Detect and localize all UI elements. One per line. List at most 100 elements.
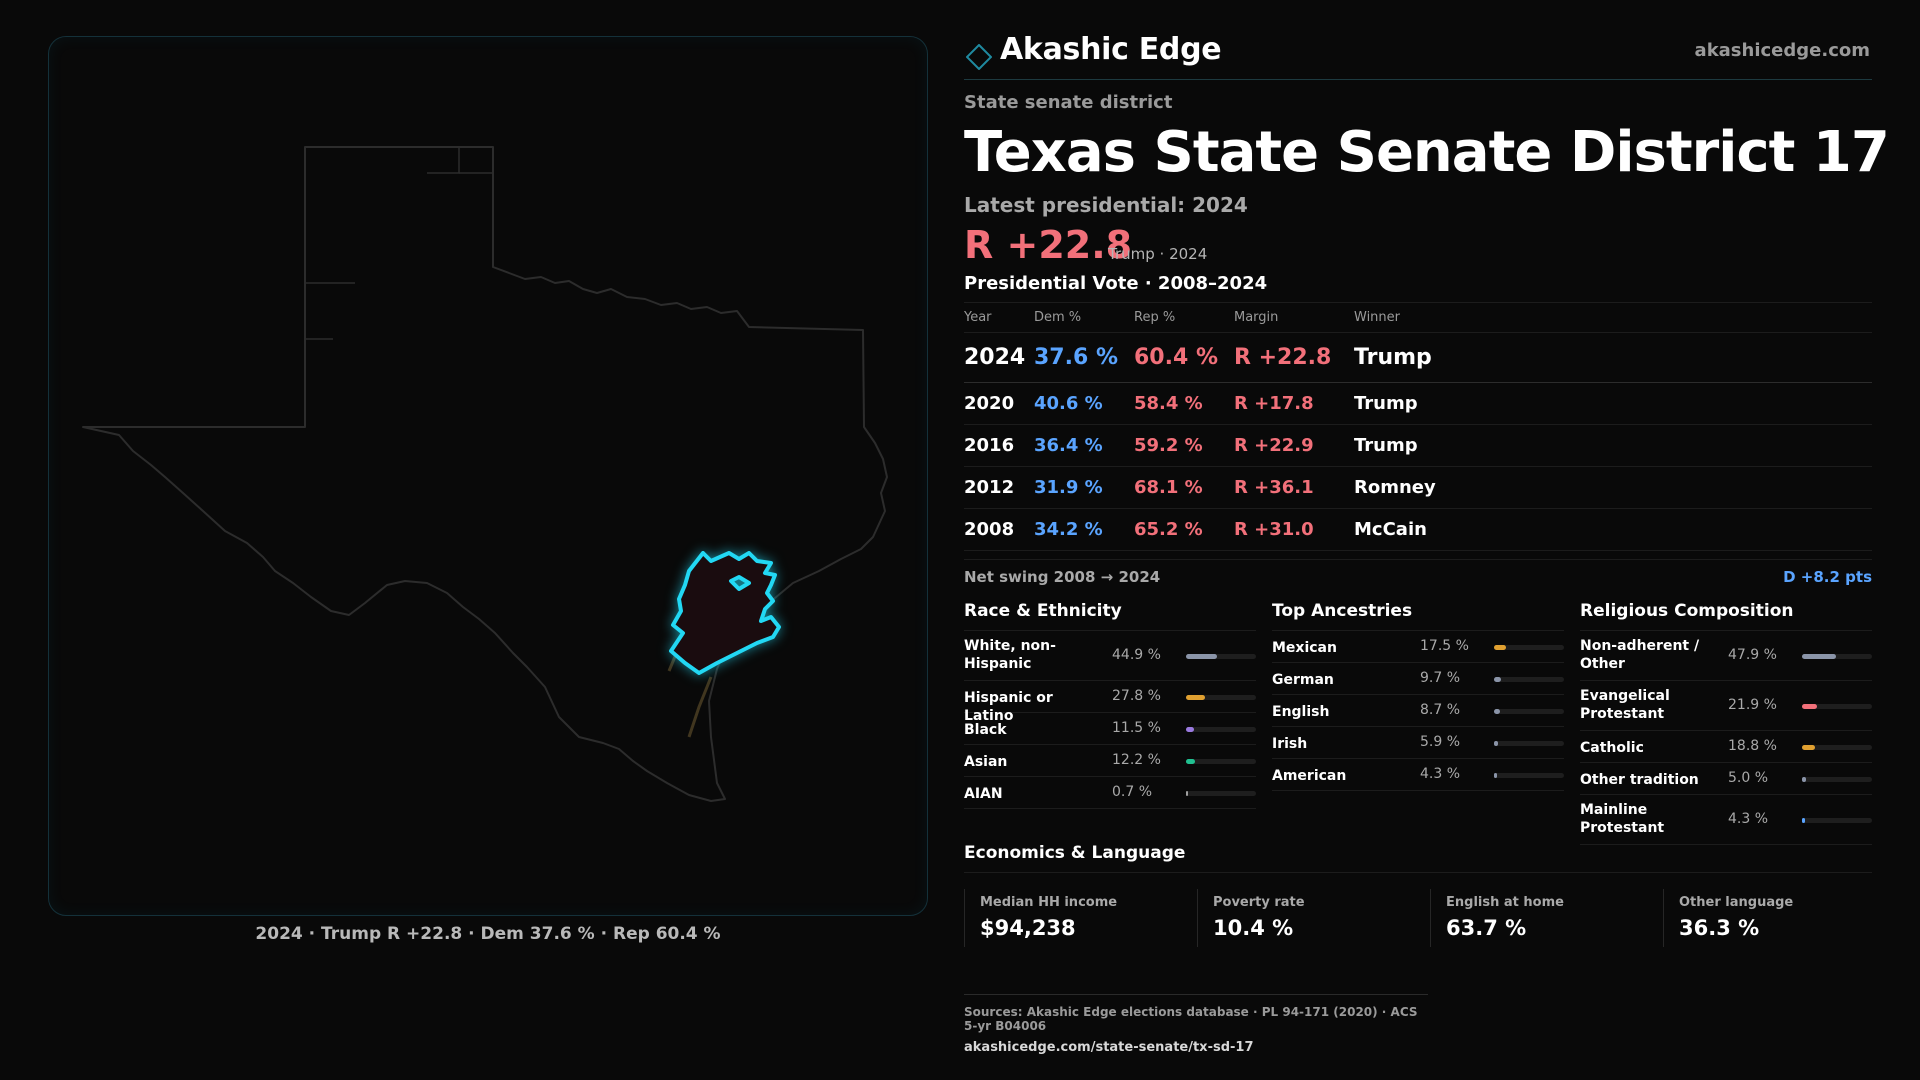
- list-item: Irish 5.9 %: [1272, 727, 1564, 759]
- stat-bar-fill: [1802, 776, 1806, 782]
- econ-value: 36.3 %: [1679, 916, 1760, 940]
- footer: Sources: Akashic Edge elections database…: [964, 994, 1428, 1055]
- county-line: [427, 147, 460, 174]
- stat-value: 44.9 %: [1112, 647, 1161, 663]
- vote-table-header: Year Dem % Rep % Margin Winner: [964, 302, 1872, 333]
- stat-label: American: [1272, 768, 1347, 784]
- vote-heading: Presidential Vote · 2008–2024: [964, 273, 1268, 294]
- stat-value: 4.3 %: [1728, 811, 1769, 827]
- econ-label: Median HH income: [980, 895, 1118, 910]
- ancestry-list: Mexican 17.5 % German 9.7 % English 8.7 % Iris…: [1272, 631, 1564, 791]
- stat-bar-track: [1802, 817, 1872, 823]
- stat-label: Irish: [1272, 736, 1308, 752]
- cell-dem: 40.6 %: [1034, 382, 1134, 425]
- race-list: White, non-Hispanic 44.9 % Hispanic or Lat…: [964, 631, 1256, 809]
- texas-outline: [82, 146, 888, 802]
- col-winner: Winner: [1354, 302, 1872, 333]
- brand-url[interactable]: akashicedge.com: [1694, 40, 1870, 61]
- cell-dem: 37.6 %: [1034, 332, 1134, 383]
- info-panel: Akashic Edge akashicedge.com State senat…: [964, 30, 1890, 963]
- cell-margin: R +31.0: [1234, 508, 1354, 551]
- stat-bar-fill: [1802, 703, 1818, 709]
- stat-bar-fill: [1186, 758, 1195, 764]
- page-title: Texas State Senate District 17: [964, 120, 1890, 185]
- stat-value: 12.2 %: [1112, 752, 1161, 768]
- stat-label: Hispanic or Latino: [964, 690, 1053, 724]
- page-link[interactable]: akashicedge.com/state-senate/tx-sd-17: [964, 1040, 1254, 1055]
- stat-value: 17.5 %: [1420, 638, 1469, 654]
- cell-winner: Romney: [1354, 466, 1872, 509]
- cell-margin: R +36.1: [1234, 466, 1354, 509]
- stat-bar-fill: [1186, 653, 1218, 659]
- cell-winner: Trump: [1354, 332, 1872, 383]
- cell-margin: R +17.8: [1234, 382, 1354, 425]
- stat-value: 21.9 %: [1728, 697, 1777, 713]
- stat-bar-fill: [1186, 790, 1188, 796]
- stat-label: Evangelical Protestant: [1580, 688, 1670, 722]
- race-heading: Race & Ethnicity: [964, 601, 1256, 631]
- stat-bar-track: [1494, 644, 1564, 650]
- stat-value: 5.9 %: [1420, 734, 1461, 750]
- religion-list: Non-adherent / Other 47.9 % Evangelical Pr…: [1580, 631, 1872, 845]
- stat-value: 4.3 %: [1420, 766, 1461, 782]
- economics-heading: Economics & Language: [964, 843, 1872, 873]
- stat-bar-track: [1186, 726, 1256, 732]
- col-rep: Rep %: [1134, 302, 1234, 333]
- religion-heading: Religious Composition: [1580, 601, 1872, 631]
- stat-bar-track: [1802, 703, 1872, 709]
- cell-year: 2016: [964, 424, 1034, 467]
- cell-year: 2012: [964, 466, 1034, 509]
- brand-header: Akashic Edge akashicedge.com: [964, 30, 1872, 80]
- cell-rep: 60.4 %: [1134, 332, 1234, 383]
- stat-value: 18.8 %: [1728, 738, 1777, 754]
- stat-bar-fill: [1494, 644, 1507, 650]
- cell-winner: McCain: [1354, 508, 1872, 551]
- stat-bar-track: [1802, 744, 1872, 750]
- econ-value: 10.4 %: [1213, 916, 1294, 940]
- econ-label: Other language: [1679, 895, 1794, 910]
- list-item: Asian 12.2 %: [964, 745, 1256, 777]
- stat-bar-track: [1494, 708, 1564, 714]
- econ-value: 63.7 %: [1446, 916, 1527, 940]
- cell-dem: 31.9 %: [1034, 466, 1134, 509]
- cell-year: 2024: [964, 332, 1034, 383]
- list-item: Evangelical Protestant 21.9 %: [1580, 681, 1872, 731]
- list-item: AIAN 0.7 %: [964, 777, 1256, 809]
- list-item: Non-adherent / Other 47.9 %: [1580, 631, 1872, 681]
- stat-bar-track: [1186, 758, 1256, 764]
- table-row: 2016 36.4 % 59.2 % R +22.9 Trump: [964, 424, 1872, 467]
- stat-label: AIAN: [964, 786, 1003, 802]
- table-row: 2024 37.6 % 60.4 % R +22.8 Trump: [964, 332, 1872, 383]
- cell-margin: R +22.9: [1234, 424, 1354, 467]
- stat-bar-track: [1802, 653, 1872, 659]
- stat-bar-fill: [1186, 726, 1195, 732]
- stat-bar-fill: [1494, 708, 1501, 714]
- cell-rep: 58.4 %: [1134, 382, 1234, 425]
- econ-value: $94,238: [980, 916, 1076, 940]
- table-row: 2020 40.6 % 58.4 % R +17.8 Trump: [964, 382, 1872, 425]
- district-map[interactable]: [48, 36, 928, 916]
- stat-value: 5.0 %: [1728, 770, 1769, 786]
- table-row: 2012 31.9 % 68.1 % R +36.1 Romney: [964, 466, 1872, 509]
- stat-bar-track: [1802, 776, 1872, 782]
- list-item: White, non-Hispanic 44.9 %: [964, 631, 1256, 681]
- econ-stat: Poverty rate 10.4 %: [1197, 889, 1430, 947]
- page-kicker: State senate district: [964, 92, 1173, 113]
- stat-value: 0.7 %: [1112, 784, 1153, 800]
- list-item: Hispanic or Latino 27.8 %: [964, 681, 1256, 724]
- swing-label: Net swing 2008 → 2024: [964, 568, 1161, 586]
- list-item: German 9.7 %: [1272, 663, 1564, 695]
- col-year: Year: [964, 302, 1034, 333]
- stat-bar-track: [1186, 790, 1256, 796]
- list-item: Other tradition 5.0 %: [1580, 763, 1872, 795]
- district-17-highlight[interactable]: [669, 551, 781, 675]
- margin-value: R +22.8: [964, 223, 1133, 267]
- stat-bar-fill: [1802, 653, 1836, 659]
- stat-bar-track: [1186, 694, 1256, 700]
- ancestry-section: Top Ancestries Mexican 17.5 % German 9.7 % E…: [1272, 601, 1564, 791]
- economics-section: Economics & Language Median HH income $9…: [964, 843, 1872, 963]
- cell-dem: 36.4 %: [1034, 424, 1134, 467]
- cell-margin: R +22.8: [1234, 332, 1354, 383]
- stat-bar-track: [1186, 653, 1256, 659]
- econ-stat: Median HH income $94,238: [964, 889, 1197, 947]
